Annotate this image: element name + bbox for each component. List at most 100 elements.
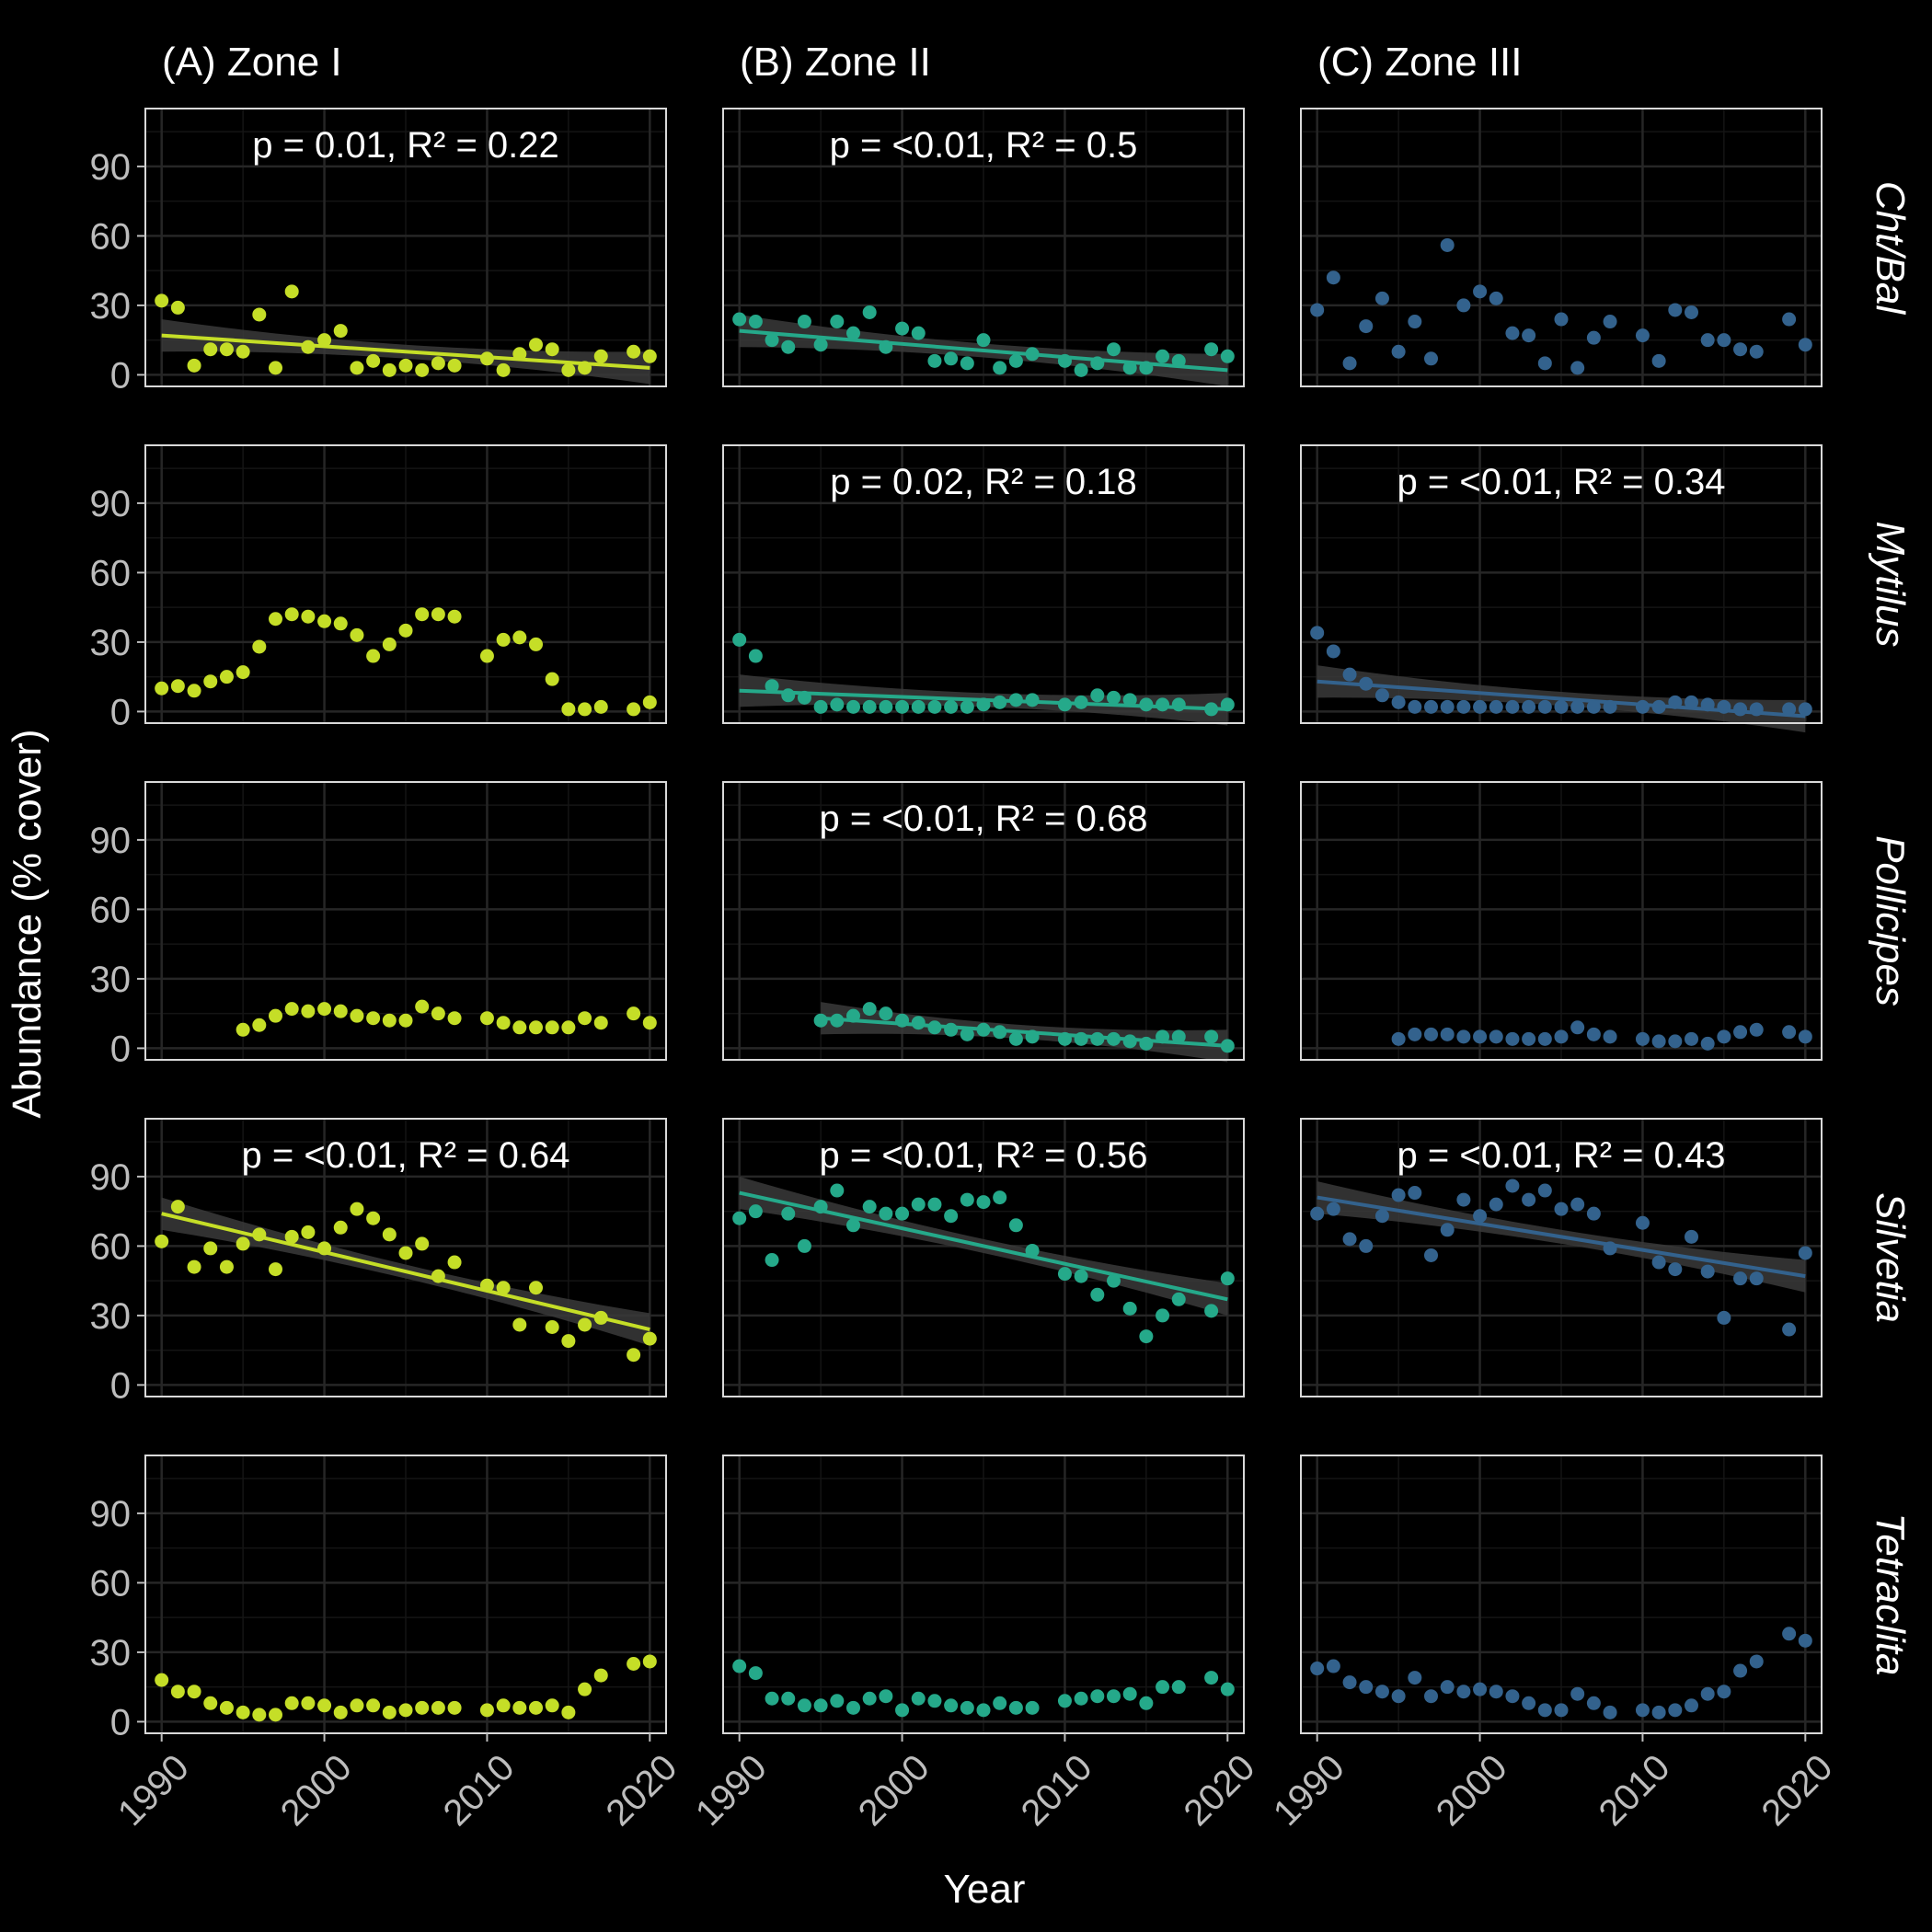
data-point <box>1554 312 1569 327</box>
data-point <box>382 637 397 651</box>
data-point <box>879 699 893 714</box>
data-point <box>627 702 641 717</box>
data-point <box>1651 1034 1666 1049</box>
data-point <box>1798 1029 1812 1044</box>
data-point <box>1505 1031 1520 1046</box>
data-point <box>203 342 218 357</box>
data-point <box>797 1698 811 1713</box>
data-point <box>1074 1269 1088 1283</box>
data-point <box>1008 693 1023 707</box>
y-tick-label: 60 <box>90 1563 132 1604</box>
data-point <box>1440 699 1455 714</box>
panel-border <box>722 108 1245 387</box>
data-point <box>1440 1223 1455 1237</box>
data-point <box>1408 1671 1422 1685</box>
data-point <box>748 1666 763 1681</box>
data-point <box>561 1705 576 1719</box>
data-point <box>748 315 763 329</box>
data-point <box>593 1016 608 1030</box>
data-point <box>219 1259 234 1274</box>
data-point <box>1220 697 1235 712</box>
data-point <box>398 1246 413 1260</box>
data-point <box>512 1020 527 1035</box>
x-tick-label: 2000 <box>273 1747 360 1834</box>
data-point <box>732 632 747 647</box>
data-point <box>398 1013 413 1028</box>
data-point <box>944 1209 959 1224</box>
data-point <box>170 1200 185 1214</box>
data-point <box>1522 328 1536 343</box>
panel-border <box>722 1455 1245 1734</box>
data-point <box>1456 1029 1471 1044</box>
data-point <box>1107 1689 1121 1704</box>
y-tick-label: 90 <box>90 484 132 524</box>
data-point <box>1090 1689 1105 1704</box>
data-point <box>593 1668 608 1683</box>
data-point <box>1326 1202 1340 1216</box>
panel-border <box>1300 781 1823 1061</box>
data-point <box>593 1310 608 1325</box>
data-point <box>269 1708 282 1722</box>
data-point <box>830 315 845 329</box>
data-point <box>1139 697 1154 712</box>
data-point <box>529 338 543 352</box>
data-point <box>561 1020 576 1035</box>
data-point <box>1749 1271 1764 1286</box>
data-point <box>1554 1703 1569 1718</box>
y-tick-label: 90 <box>90 1494 132 1535</box>
data-point <box>1700 1264 1715 1279</box>
data-point <box>1537 1031 1552 1046</box>
data-point <box>1473 1209 1488 1224</box>
stat-label: p = <0.01, R² = 0.5 <box>830 125 1138 166</box>
data-point <box>1586 1206 1601 1221</box>
y-tick-label: 60 <box>90 890 132 930</box>
data-point <box>496 1016 511 1030</box>
data-point <box>1635 1031 1650 1046</box>
data-point <box>895 321 910 336</box>
panel-border <box>722 781 1245 1061</box>
column-title: (B) Zone II <box>740 40 931 85</box>
data-point <box>1685 1229 1698 1244</box>
data-point <box>1025 1029 1040 1044</box>
data-point <box>269 361 282 375</box>
data-point <box>1668 1262 1683 1277</box>
data-point <box>1440 1027 1455 1041</box>
data-point <box>431 607 445 622</box>
data-point <box>1122 693 1137 707</box>
data-point <box>1122 361 1137 375</box>
data-point <box>1651 353 1666 368</box>
data-point <box>895 1013 910 1028</box>
row-label: Cht/Bal <box>1868 181 1913 316</box>
y-tick-label: 90 <box>90 147 132 188</box>
data-point <box>1171 1292 1186 1306</box>
data-point <box>1798 338 1812 352</box>
data-point <box>1156 697 1170 712</box>
data-point <box>1749 702 1764 717</box>
data-point <box>1408 1186 1422 1201</box>
data-point <box>1554 1029 1569 1044</box>
data-point <box>927 1197 942 1212</box>
data-point <box>155 1234 169 1248</box>
data-point <box>879 1689 893 1704</box>
data-point <box>627 1348 641 1363</box>
data-point <box>284 284 299 299</box>
data-point <box>976 1195 991 1210</box>
data-point <box>333 616 348 631</box>
data-point <box>203 674 218 689</box>
data-point <box>1603 315 1617 329</box>
panel: p = 0.01, R² = 0.22 0 30 60 90 <box>90 108 667 396</box>
data-point <box>236 1705 250 1719</box>
data-point <box>593 699 608 714</box>
data-point <box>496 1281 511 1295</box>
data-point <box>1749 344 1764 359</box>
data-point <box>1440 237 1455 252</box>
stat-label: p = <0.01, R² = 0.56 <box>820 1135 1148 1176</box>
data-point <box>1456 298 1471 313</box>
data-point <box>447 609 462 624</box>
data-point <box>642 349 657 363</box>
data-point <box>512 347 527 362</box>
data-point <box>830 1013 845 1028</box>
data-point <box>862 1691 877 1706</box>
data-point <box>382 1227 397 1242</box>
data-point <box>1473 1029 1488 1044</box>
